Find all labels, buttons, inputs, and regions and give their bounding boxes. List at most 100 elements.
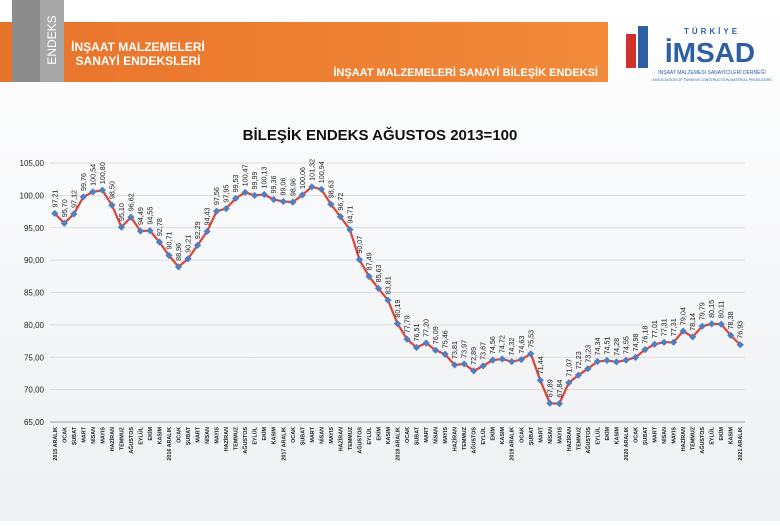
- data-label: 78,14: [688, 313, 697, 331]
- data-label: 90,07: [355, 236, 364, 254]
- marker: [574, 371, 582, 379]
- data-label: 73,81: [450, 341, 459, 359]
- x-tick-label: EKİM: [375, 426, 382, 440]
- x-tick-label: AĞUSTOS: [584, 427, 592, 454]
- side-tab: ENDEKS: [45, 15, 59, 64]
- data-label: 96,62: [126, 193, 135, 211]
- x-tick-label: HAZİRAN: [452, 427, 459, 451]
- data-label: 97,12: [69, 190, 78, 208]
- x-tick-label: EKİM: [490, 426, 497, 440]
- data-label: 87,49: [364, 252, 373, 270]
- x-tick-label: EYLÜL: [137, 426, 144, 444]
- marker: [355, 256, 364, 264]
- data-label: 99,53: [231, 174, 240, 192]
- x-tick-label: MART: [653, 426, 659, 442]
- data-label: 100,80: [98, 162, 107, 184]
- data-label: 80,15: [707, 300, 716, 318]
- marker: [536, 376, 544, 384]
- data-label: 95,70: [60, 199, 69, 217]
- marker: [412, 343, 421, 352]
- data-label: 90,21: [184, 235, 193, 253]
- marker: [260, 190, 268, 199]
- data-label: 96,72: [336, 193, 345, 211]
- data-label: 75,46: [441, 330, 450, 348]
- x-tick-label: ŞUBAT: [72, 426, 78, 445]
- marker: [470, 367, 478, 375]
- data-label: 98,96: [288, 178, 297, 196]
- y-tick-label: 80,00: [24, 321, 45, 330]
- marker: [51, 209, 59, 218]
- data-label: 79,04: [679, 307, 688, 325]
- data-label: 67,84: [555, 380, 564, 398]
- banner-title: İNŞAAT MALZEMELERİ SANAYİ BİLEŞİK ENDEKS…: [333, 66, 598, 79]
- x-tick-label: TEMMUZ: [348, 426, 354, 450]
- marker: [708, 320, 716, 328]
- x-tick-label: EYLÜL: [366, 426, 373, 444]
- data-label: 77,31: [669, 318, 678, 336]
- data-label: 77,31: [660, 318, 669, 336]
- logo-mark: [638, 26, 648, 68]
- data-label: 76,93: [736, 321, 745, 339]
- marker: [603, 356, 611, 365]
- x-tick-label: TEMMUZ: [119, 426, 125, 450]
- marker: [279, 197, 287, 206]
- data-label: 100,94: [317, 161, 326, 183]
- x-tick-label: 2019 ARALIK: [510, 427, 516, 461]
- marker: [555, 400, 563, 408]
- x-tick-label: TEMMUZ: [691, 426, 697, 450]
- marker: [203, 227, 211, 236]
- side-block-light: [40, 0, 64, 82]
- logo-line: ASSOCIATION OF TURKISH CONSTRUCTION MATE…: [652, 78, 772, 82]
- x-tick-label: AĞUSTOS: [355, 427, 363, 454]
- marker: [298, 191, 306, 199]
- x-tick-label: NİSAN: [90, 427, 97, 444]
- x-tick-label: TEMMUZ: [462, 426, 468, 450]
- x-tick-label: EKİM: [261, 426, 268, 440]
- x-tick-label: TEMMUZ: [576, 426, 582, 450]
- data-label: 74,56: [488, 336, 497, 354]
- x-tick-label: EYLÜL: [709, 426, 716, 444]
- data-label: 98,50: [107, 181, 116, 199]
- marker: [451, 361, 459, 369]
- marker: [660, 338, 668, 346]
- y-tick-label: 65,00: [24, 418, 45, 427]
- x-tick-label: OCAK: [405, 427, 411, 443]
- y-tick-label: 75,00: [24, 353, 45, 362]
- x-tick-label: EYLÜL: [594, 426, 601, 444]
- x-tick-label: KASIM: [729, 426, 735, 444]
- y-tick-label: 85,00: [24, 289, 45, 298]
- data-label: 80,19: [393, 300, 402, 318]
- marker: [117, 223, 126, 231]
- x-tick-label: NİSAN: [204, 427, 211, 444]
- data-label: 72,23: [574, 351, 583, 369]
- x-tick-label: OCAK: [291, 427, 297, 443]
- data-label: 79,79: [698, 302, 707, 320]
- x-tick-label: KASIM: [614, 426, 620, 444]
- data-label: 99,99: [250, 171, 259, 189]
- marker: [232, 194, 240, 203]
- data-label: 94,55: [145, 207, 154, 225]
- x-tick-label: MART: [538, 426, 544, 442]
- x-tick-label: MAYIS: [215, 427, 221, 444]
- data-label: 77,20: [422, 319, 431, 337]
- marker: [222, 205, 230, 213]
- marker: [489, 356, 497, 364]
- marker: [422, 339, 430, 347]
- marker: [689, 333, 697, 341]
- x-tick-label: MAYIS: [557, 427, 563, 444]
- x-tick-label: KASIM: [272, 426, 278, 444]
- x-tick-label: AĞUSTOS: [241, 427, 249, 454]
- marker: [317, 185, 325, 193]
- data-label: 100,54: [88, 164, 97, 186]
- data-label: 92,29: [193, 221, 202, 239]
- data-label: 75,53: [526, 330, 535, 348]
- data-label: 74,63: [517, 336, 526, 354]
- x-tick-label: HAZİRAN: [223, 427, 230, 451]
- data-label: 90,71: [165, 232, 174, 250]
- x-tick-label: MAYIS: [443, 427, 449, 444]
- x-tick-label: 2018 ARALIK: [396, 427, 402, 461]
- x-tick-label: EKİM: [604, 426, 611, 440]
- marker: [155, 238, 164, 246]
- marker: [593, 357, 602, 366]
- x-tick-label: HAZİRAN: [337, 427, 344, 451]
